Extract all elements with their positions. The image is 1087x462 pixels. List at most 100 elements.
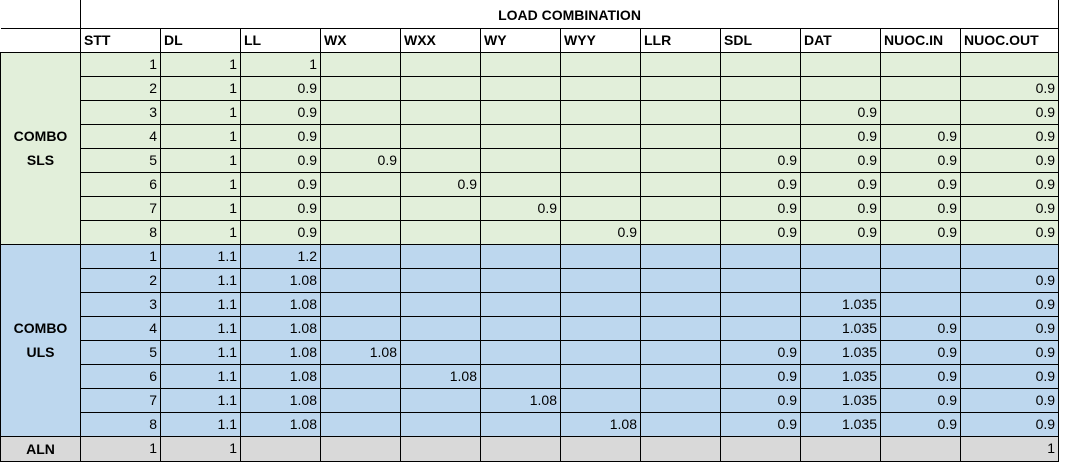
value-cell: 1 bbox=[241, 52, 321, 76]
value-cell: 1 bbox=[161, 172, 241, 196]
value-cell: 3 bbox=[81, 100, 161, 124]
value-cell: 0.9 bbox=[801, 148, 881, 172]
column-header: LL bbox=[241, 28, 321, 52]
value-cell bbox=[561, 100, 641, 124]
value-cell: 0.9 bbox=[241, 172, 321, 196]
value-cell: 7 bbox=[81, 196, 161, 220]
value-cell bbox=[721, 268, 801, 292]
value-cell: 0.9 bbox=[961, 220, 1059, 244]
value-cell bbox=[481, 364, 561, 388]
column-header: STT bbox=[81, 28, 161, 52]
value-cell: 0.9 bbox=[961, 172, 1059, 196]
value-cell bbox=[641, 76, 721, 100]
value-cell bbox=[401, 340, 481, 364]
value-cell bbox=[321, 76, 401, 100]
value-cell bbox=[321, 316, 401, 340]
value-cell bbox=[641, 244, 721, 268]
value-cell: 0.9 bbox=[801, 220, 881, 244]
value-cell bbox=[561, 148, 641, 172]
value-cell: 1.08 bbox=[241, 292, 321, 316]
value-cell: 1.08 bbox=[481, 388, 561, 412]
value-cell: 1 bbox=[161, 436, 241, 461]
value-cell bbox=[881, 52, 961, 76]
value-cell: 1.2 bbox=[241, 244, 321, 268]
value-cell bbox=[721, 76, 801, 100]
value-cell bbox=[641, 196, 721, 220]
value-cell bbox=[561, 364, 641, 388]
column-header: DL bbox=[161, 28, 241, 52]
value-cell: 1.1 bbox=[161, 412, 241, 436]
value-cell bbox=[561, 388, 641, 412]
value-cell bbox=[641, 316, 721, 340]
value-cell bbox=[321, 244, 401, 268]
value-cell: 1.1 bbox=[161, 268, 241, 292]
value-cell bbox=[321, 412, 401, 436]
value-cell: 1.08 bbox=[401, 364, 481, 388]
value-cell bbox=[881, 292, 961, 316]
value-cell: 0.9 bbox=[881, 124, 961, 148]
value-cell: 0.9 bbox=[961, 316, 1059, 340]
value-cell: 0.9 bbox=[801, 172, 881, 196]
value-cell bbox=[641, 436, 721, 461]
value-cell bbox=[561, 340, 641, 364]
value-cell bbox=[481, 52, 561, 76]
value-cell bbox=[641, 292, 721, 316]
value-cell bbox=[321, 436, 401, 461]
column-header: SDL bbox=[721, 28, 801, 52]
value-cell: 0.9 bbox=[241, 148, 321, 172]
value-cell bbox=[641, 220, 721, 244]
value-cell: 1.035 bbox=[801, 388, 881, 412]
value-cell bbox=[481, 340, 561, 364]
value-cell: 0.9 bbox=[561, 220, 641, 244]
value-cell: 0.9 bbox=[321, 148, 401, 172]
value-cell: 1.08 bbox=[561, 412, 641, 436]
value-cell bbox=[561, 124, 641, 148]
value-cell: 7 bbox=[81, 388, 161, 412]
value-cell bbox=[561, 292, 641, 316]
value-cell: 0.9 bbox=[481, 196, 561, 220]
value-cell: 1 bbox=[161, 52, 241, 76]
value-cell: 0.9 bbox=[961, 148, 1059, 172]
value-cell: 0.9 bbox=[961, 268, 1059, 292]
corner-cell bbox=[1, 28, 81, 52]
value-cell: 0.9 bbox=[721, 196, 801, 220]
value-cell bbox=[561, 76, 641, 100]
value-cell bbox=[401, 388, 481, 412]
column-header: LLR bbox=[641, 28, 721, 52]
value-cell: 5 bbox=[81, 148, 161, 172]
column-header: DAT bbox=[801, 28, 881, 52]
value-cell bbox=[401, 436, 481, 461]
value-cell bbox=[801, 52, 881, 76]
value-cell: 1.1 bbox=[161, 292, 241, 316]
column-header: WYY bbox=[561, 28, 641, 52]
column-header: NUOC.IN bbox=[881, 28, 961, 52]
value-cell: 1.08 bbox=[241, 412, 321, 436]
value-cell bbox=[881, 100, 961, 124]
value-cell bbox=[641, 388, 721, 412]
group-label-line: COMBO bbox=[4, 124, 77, 148]
value-cell bbox=[481, 436, 561, 461]
value-cell bbox=[641, 172, 721, 196]
value-cell: 1.035 bbox=[801, 292, 881, 316]
value-cell bbox=[321, 388, 401, 412]
value-cell bbox=[721, 244, 801, 268]
value-cell: 1 bbox=[161, 100, 241, 124]
value-cell bbox=[801, 436, 881, 461]
value-cell bbox=[321, 292, 401, 316]
value-cell bbox=[401, 292, 481, 316]
value-cell bbox=[481, 316, 561, 340]
column-header: NUOC.OUT bbox=[961, 28, 1059, 52]
value-cell: 0.9 bbox=[401, 172, 481, 196]
value-cell bbox=[481, 124, 561, 148]
